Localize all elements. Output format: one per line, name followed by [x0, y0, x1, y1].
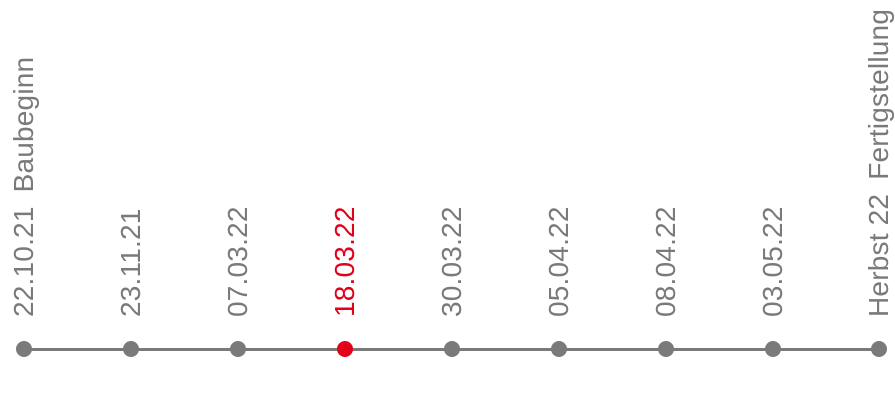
milestone-label: 30.03.22: [436, 206, 467, 317]
milestone-dot[interactable]: [230, 341, 246, 357]
milestone-dot[interactable]: [765, 341, 781, 357]
milestone-label: 18.03.22: [329, 206, 360, 317]
milestone-label: 07.03.22: [222, 206, 253, 317]
milestone-dot[interactable]: [123, 341, 139, 357]
milestone-date: 07.03.22: [222, 206, 253, 317]
milestone-date: 22.10.21: [8, 206, 39, 317]
milestone-label: Herbst 22 Fertigstellung: [863, 8, 894, 317]
milestone-dot[interactable]: [551, 341, 567, 357]
milestone-label: 05.04.22: [543, 206, 574, 317]
milestone-date: 23.11.21: [115, 208, 146, 317]
milestone-date: 08.04.22: [650, 206, 681, 317]
milestone-label: 08.04.22: [650, 206, 681, 317]
milestone-date: 05.04.22: [543, 206, 574, 317]
milestone-dot[interactable]: [444, 341, 460, 357]
milestone-date: 30.03.22: [436, 206, 467, 317]
milestone-dot[interactable]: [16, 341, 32, 357]
milestone-caption: Fertigstellung: [863, 8, 894, 180]
milestone-dot[interactable]: [658, 341, 674, 357]
milestone-label: 22.10.21 Baubeginn: [8, 56, 39, 317]
milestone-date: 18.03.22: [329, 206, 360, 317]
milestone-label: 23.11.21: [115, 208, 146, 317]
milestone-dot[interactable]: [871, 341, 887, 357]
milestone-dot-current[interactable]: [337, 341, 353, 357]
milestone-date: Herbst 22: [863, 193, 894, 317]
milestone-date: 03.05.22: [757, 206, 788, 317]
milestone-caption: Baubeginn: [8, 56, 39, 193]
milestone-label: 03.05.22: [757, 206, 788, 317]
